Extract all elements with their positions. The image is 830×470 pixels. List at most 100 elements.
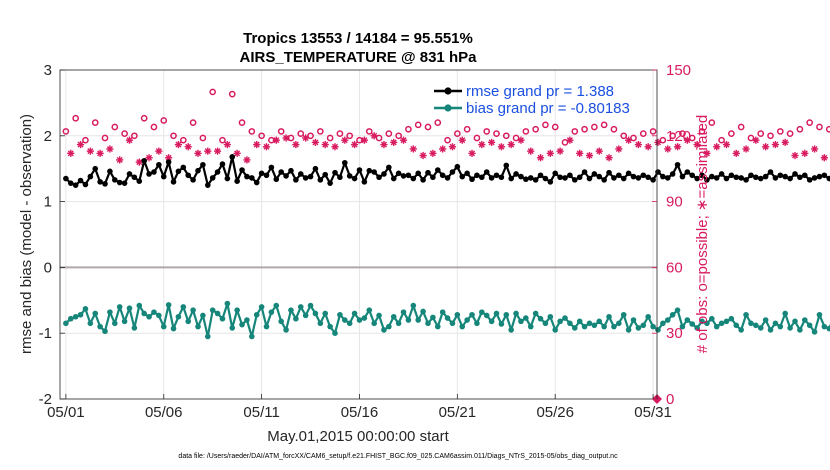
rmse-point	[748, 172, 754, 179]
obs-assimilated-marker	[262, 143, 271, 151]
rmse-point	[777, 172, 784, 179]
obs-assimilated-marker	[145, 154, 153, 162]
legend-rmse-marker	[444, 87, 452, 95]
bias-point	[547, 313, 554, 320]
bias-point	[214, 310, 221, 317]
bias-series	[63, 300, 830, 340]
rmse-point	[371, 169, 377, 175]
rmse-point	[503, 162, 510, 169]
bias-point	[297, 304, 304, 310]
obs-possible-marker	[532, 125, 539, 133]
bias-point	[63, 320, 69, 327]
asterisk-stroke	[351, 141, 358, 148]
rmse-point	[459, 173, 466, 180]
rmse-point	[420, 177, 426, 183]
obs-assimilated-marker	[106, 145, 114, 153]
bias-point	[523, 315, 529, 321]
obs-assimilated-marker	[282, 134, 290, 142]
rmse-point	[743, 177, 749, 183]
asterisk-stroke	[762, 143, 769, 150]
asterisk-stroke	[67, 150, 74, 157]
asterisk-stroke	[478, 141, 485, 148]
bias-point	[151, 309, 157, 315]
rmse-point	[381, 171, 387, 177]
obs-assimilated-marker	[478, 140, 486, 149]
obs-possible-marker	[591, 123, 598, 131]
bias-point	[209, 307, 216, 313]
obs-possible-marker	[825, 125, 830, 133]
y-tick-label: -2	[39, 391, 52, 408]
asterisk-stroke	[234, 150, 241, 157]
bias-point	[664, 317, 671, 323]
obs-assimilated-marker	[644, 143, 652, 151]
y2-tick-label: 120	[666, 128, 691, 145]
bias-point	[679, 323, 686, 330]
rmse-point	[547, 179, 554, 185]
obs-possible-marker	[228, 90, 236, 98]
rmse-point	[444, 175, 451, 181]
rmse-point	[488, 175, 495, 181]
bias-point	[762, 317, 769, 323]
asterisk-stroke	[508, 141, 515, 148]
x-tick-label: 05/31	[634, 404, 672, 421]
obs-possible-marker	[806, 119, 814, 126]
bias-point	[239, 321, 245, 328]
asterisk-stroke	[615, 145, 622, 152]
bias-point	[395, 320, 402, 327]
rmse-point	[591, 171, 598, 177]
y-tick-label: 3	[44, 62, 52, 79]
obs-assimilated-marker	[439, 145, 447, 153]
bias-point	[420, 308, 426, 315]
asterisk-stroke	[380, 141, 387, 148]
asterisk-stroke	[703, 150, 710, 157]
bias-point	[699, 318, 705, 325]
rmse-point	[689, 172, 696, 179]
rmse-point	[170, 179, 177, 185]
rmse-point	[63, 175, 69, 182]
bias-point	[390, 313, 397, 320]
rmse-point	[390, 175, 397, 182]
obs-possible-marker	[776, 128, 784, 135]
rmse-point	[709, 173, 715, 180]
bias-point	[474, 320, 480, 327]
asterisk-stroke	[684, 137, 691, 144]
obs-possible-marker	[796, 125, 804, 133]
asterisk-stroke	[733, 150, 740, 157]
bias-point	[645, 313, 651, 320]
obs-assimilated-marker	[86, 147, 94, 155]
bias-point	[131, 325, 138, 331]
bias-point	[581, 323, 588, 330]
obs-assimilated-marker	[576, 149, 584, 157]
asterisk-stroke	[302, 134, 309, 142]
bias-point	[273, 302, 280, 309]
bias-point	[464, 317, 470, 323]
obs-possible-marker	[444, 136, 451, 144]
bias-point	[811, 329, 818, 335]
rmse-point	[327, 180, 333, 186]
rmse-point	[160, 173, 167, 180]
rmse-point	[92, 165, 99, 172]
rmse-point	[439, 172, 446, 179]
rmse-point	[679, 173, 686, 180]
bias-point	[170, 325, 177, 332]
rmse-point	[728, 172, 735, 179]
bias-point	[156, 312, 162, 319]
rmse-point	[273, 176, 280, 183]
obs-assimilated-marker	[448, 143, 457, 151]
bias-point	[576, 318, 583, 325]
y2-tick-label: 150	[666, 62, 691, 79]
asterisk-stroke	[811, 145, 818, 152]
obs-possible-marker	[493, 130, 500, 137]
bias-point	[410, 302, 417, 309]
asterisk-stroke	[596, 148, 603, 155]
bias-point	[704, 320, 710, 327]
bias-point	[116, 304, 123, 310]
obs-possible-marker	[502, 132, 510, 140]
rmse-series	[63, 154, 830, 188]
rmse-point	[498, 174, 505, 181]
obs-possible-marker	[669, 132, 677, 140]
obs-assimilated-marker	[507, 140, 515, 149]
obs-assimilated-marker	[634, 140, 643, 149]
bias-point	[660, 320, 666, 327]
obs-assimilated-marker	[370, 132, 378, 140]
